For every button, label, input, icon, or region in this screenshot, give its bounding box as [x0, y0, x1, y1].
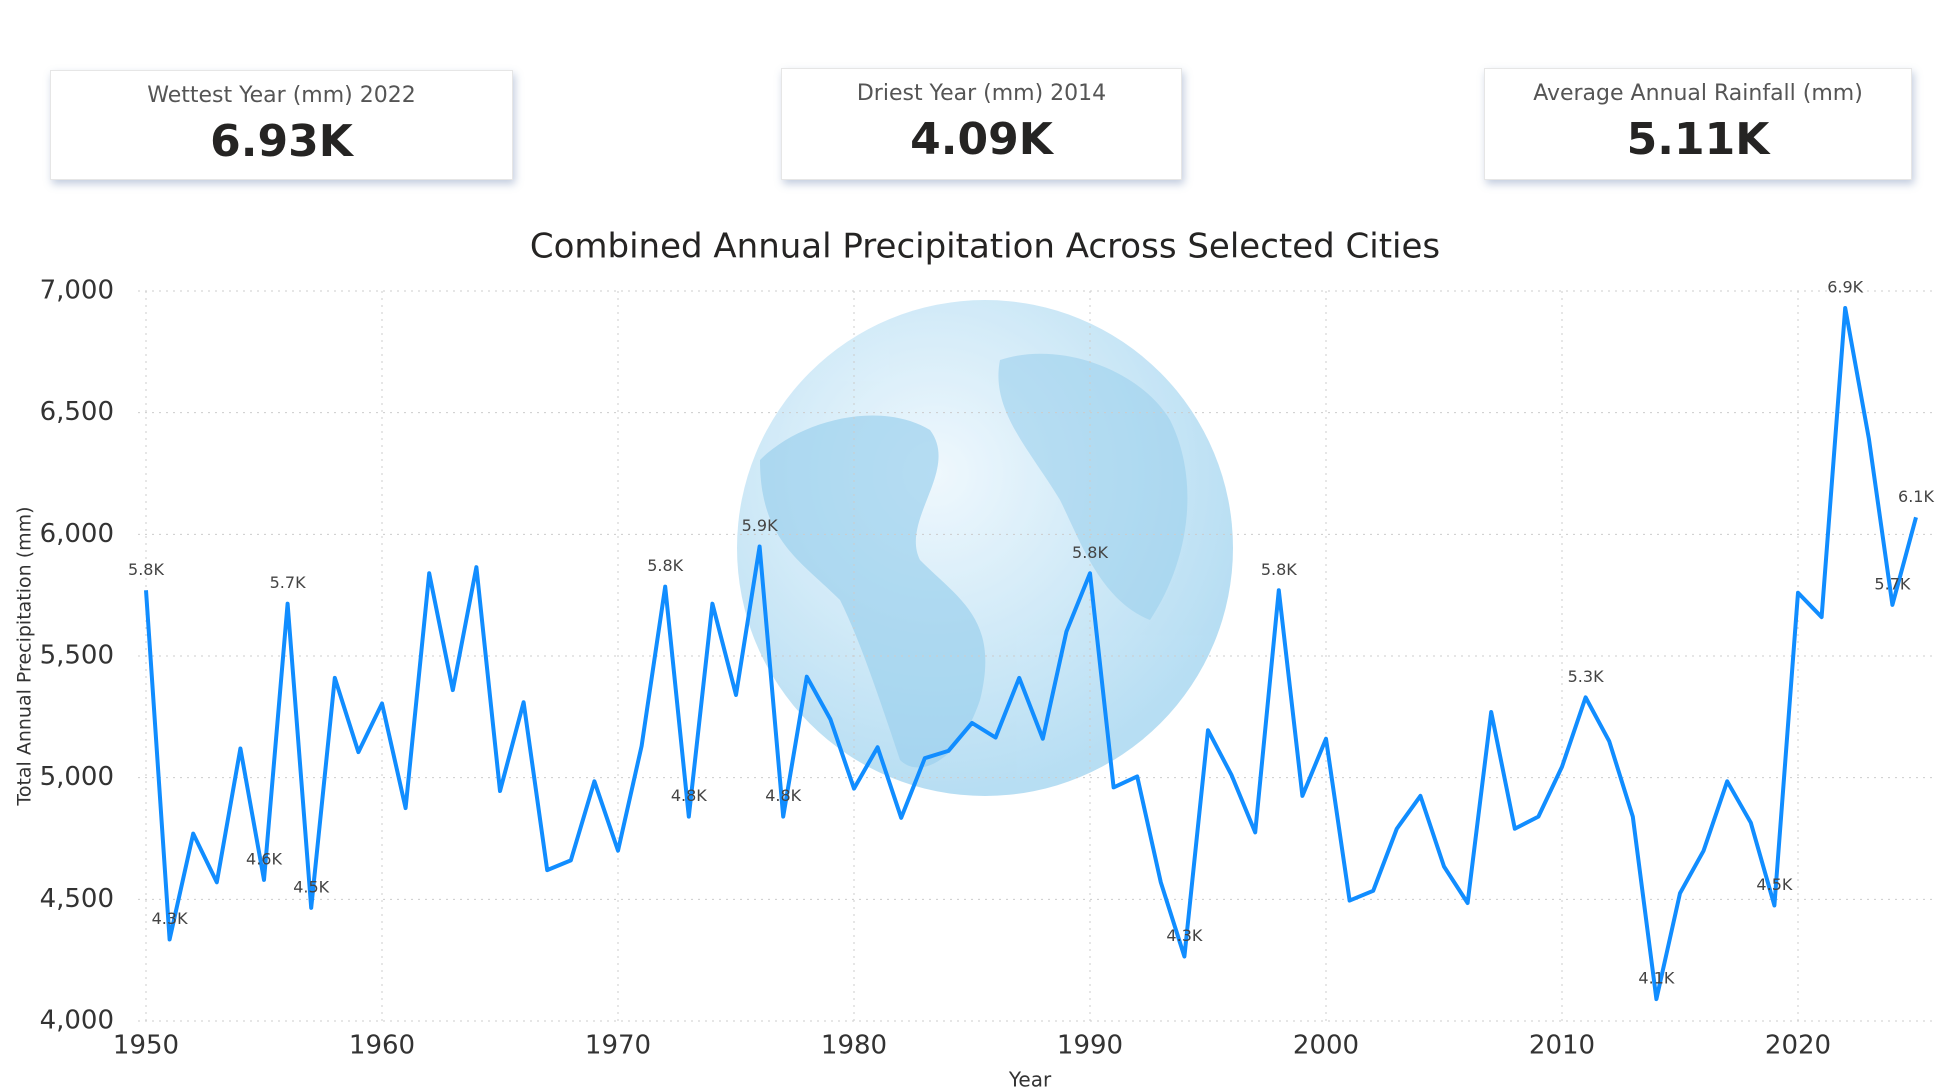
y-tick-label: 4,500: [40, 884, 114, 914]
data-label: 5.7K: [1874, 574, 1910, 593]
x-tick-label: 1980: [821, 1031, 887, 1061]
y-tick-label: 5,000: [40, 762, 114, 792]
data-label: 5.7K: [270, 573, 306, 592]
data-label: 6.1K: [1898, 487, 1934, 506]
data-label: 4.8K: [671, 786, 707, 805]
y-tick-label: 7,000: [40, 276, 114, 306]
data-label: 5.8K: [128, 560, 164, 579]
kpi-card: Driest Year (mm) 2014 4.09K: [781, 68, 1182, 180]
x-tick-label: 1970: [585, 1031, 651, 1061]
data-label: 5.8K: [647, 556, 683, 575]
kpi-value: 5.11K: [1626, 114, 1770, 165]
data-label: 5.8K: [1072, 543, 1108, 562]
data-label: 4.5K: [1756, 875, 1792, 894]
data-label: 5.3K: [1568, 667, 1604, 686]
data-label: 4.6K: [246, 849, 282, 868]
data-label: 5.9K: [742, 516, 778, 535]
x-tick-label: 2000: [1293, 1031, 1359, 1061]
data-label: 4.8K: [765, 786, 801, 805]
kpi-value: 4.09K: [910, 114, 1053, 165]
y-tick-label: 5,500: [40, 641, 114, 671]
kpi-card: Wettest Year (mm) 2022 6.93K: [50, 70, 513, 180]
y-tick-label: 4,000: [40, 1006, 114, 1036]
chart-title: Combined Annual Precipitation Across Sel…: [530, 227, 1440, 267]
data-label: 4.1K: [1638, 969, 1674, 988]
x-tick-label: 1950: [113, 1031, 179, 1061]
kpi-label: Driest Year (mm) 2014: [856, 81, 1107, 106]
data-label: 4.3K: [1166, 926, 1202, 945]
x-axis-title: Year: [1008, 1068, 1052, 1092]
y-tick-label: 6,500: [40, 397, 114, 427]
globe-decoration: [737, 300, 1233, 796]
y-axis-title: Total Annual Precipitation (mm): [14, 506, 36, 806]
kpi-value: 6.93K: [210, 116, 353, 167]
x-tick-label: 2010: [1529, 1031, 1595, 1061]
data-label: 5.8K: [1261, 560, 1297, 579]
x-tick-label: 1960: [349, 1031, 415, 1061]
x-tick-label: 1990: [1057, 1031, 1123, 1061]
data-label: 4.3K: [152, 909, 188, 928]
data-label: 4.5K: [293, 877, 329, 896]
line-series: [144, 306, 1918, 1002]
kpi-label: Wettest Year (mm) 2022: [147, 83, 416, 108]
x-tick-label: 2020: [1765, 1031, 1831, 1061]
y-tick-label: 6,000: [40, 519, 114, 549]
kpi-label: Average Annual Rainfall (mm): [1533, 81, 1863, 106]
kpi-card: Average Annual Rainfall (mm) 5.11K: [1484, 68, 1912, 180]
data-label: 6.9K: [1827, 278, 1863, 297]
